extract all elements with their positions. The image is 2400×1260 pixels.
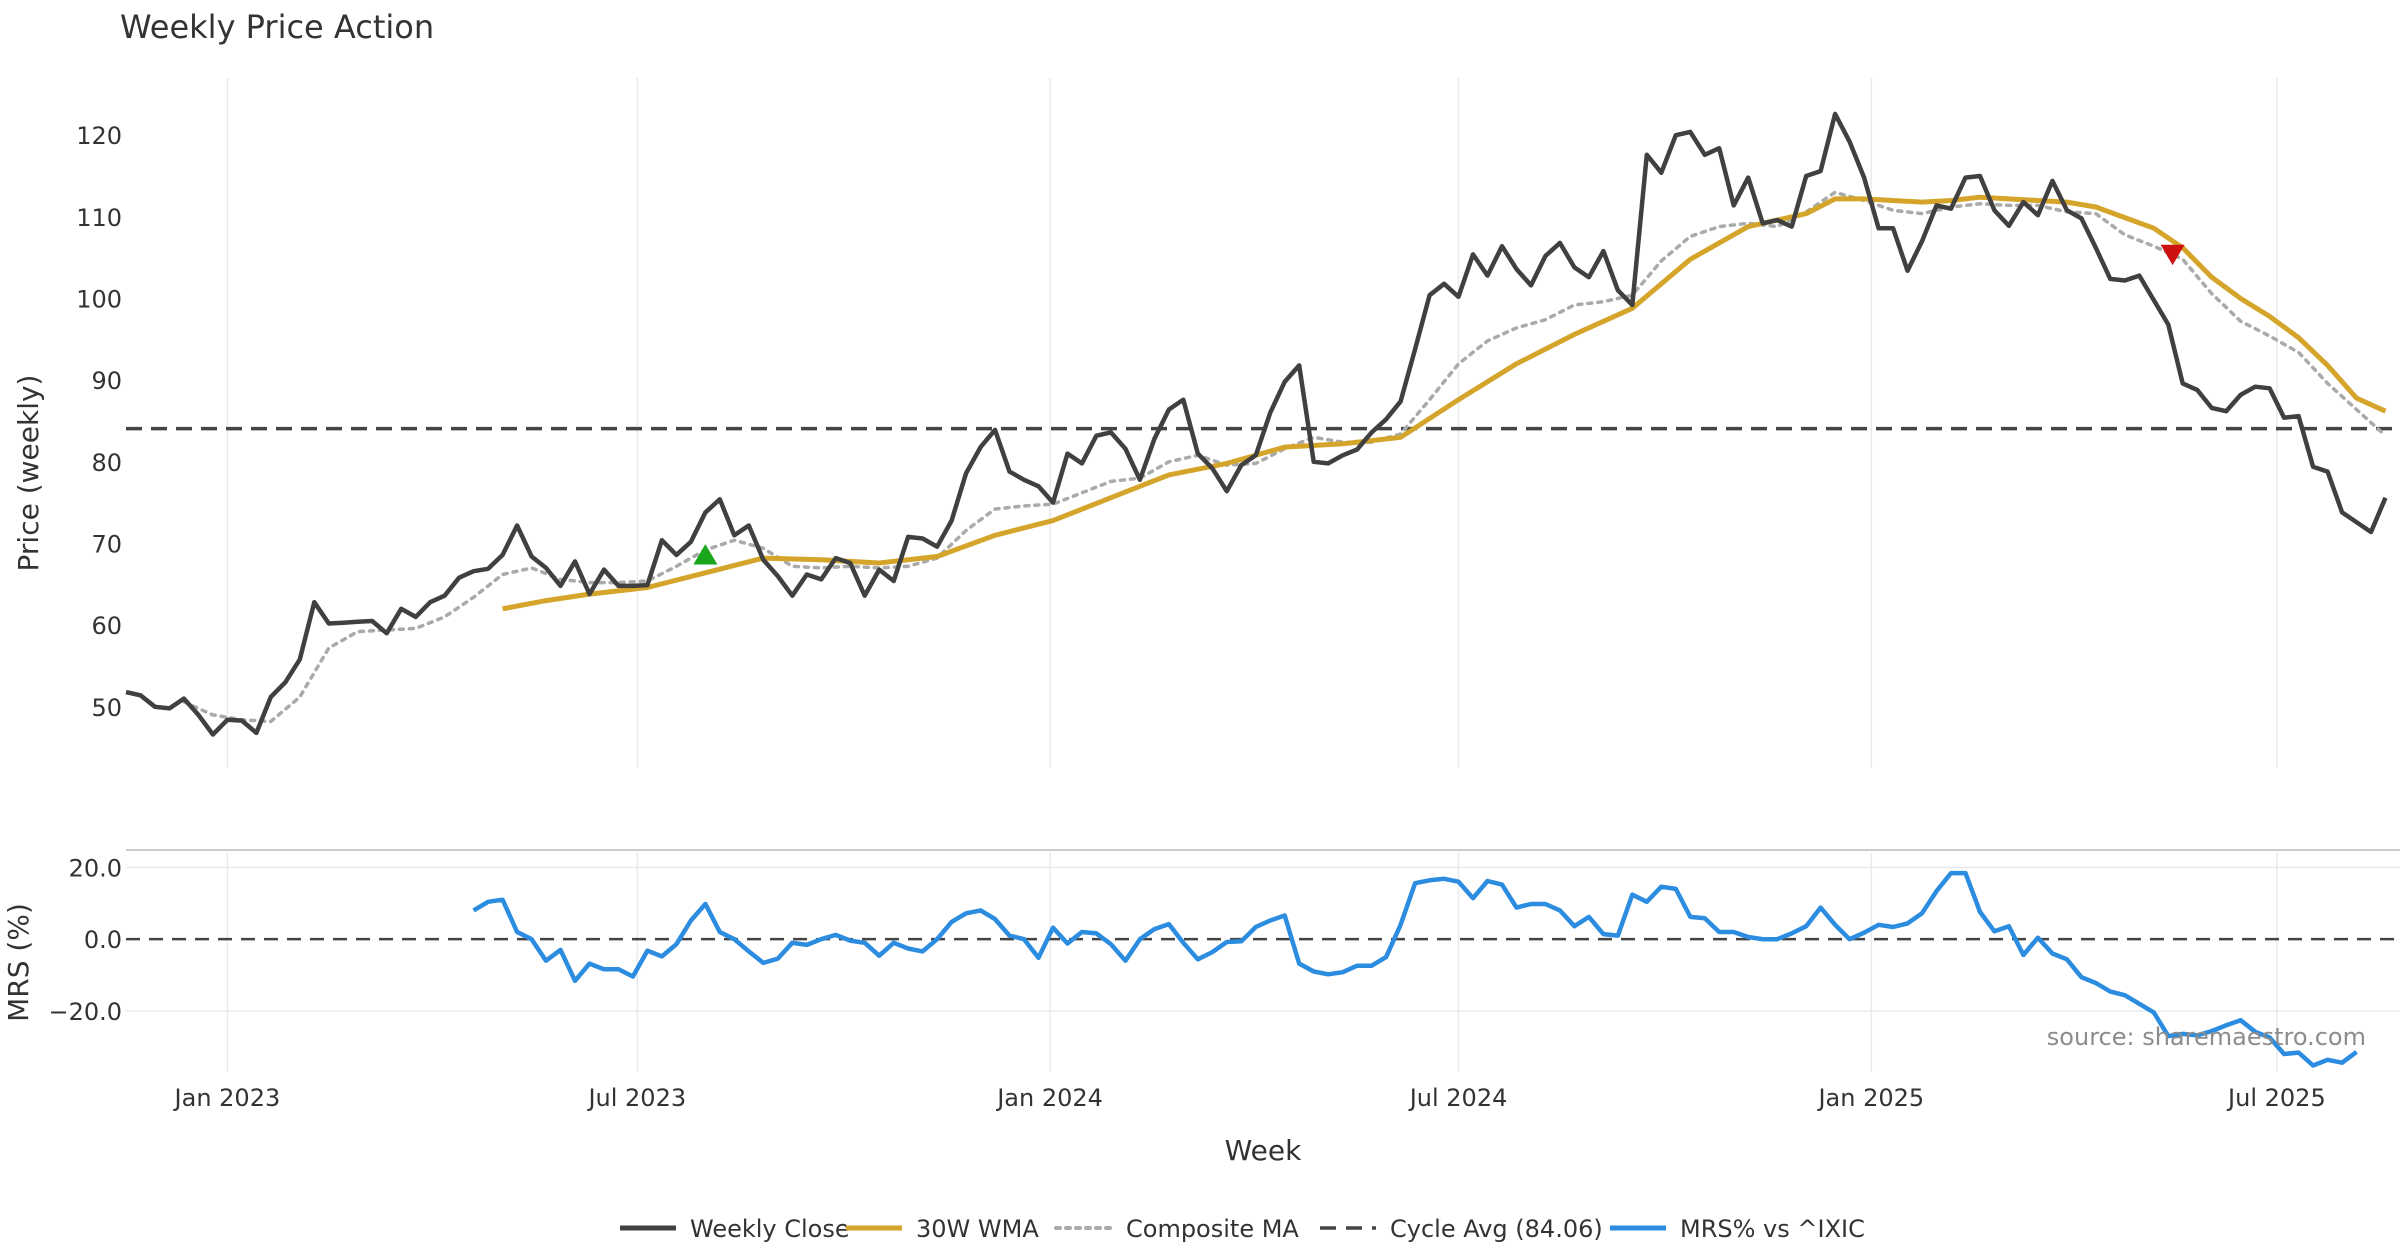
price-y-axis-label: Price (weekly) [12, 375, 45, 572]
price-ytick-label: 80 [91, 449, 122, 477]
mrs-y-axis-label: MRS (%) [2, 903, 35, 1022]
price-ytick-label: 50 [91, 694, 122, 722]
legend-item-composite: Composite MA [1054, 1215, 1299, 1243]
legend-item-close: Weekly Close [620, 1215, 850, 1243]
price-ytick-label: 60 [91, 612, 122, 640]
wma-30w-line [502, 194, 2387, 612]
mrs-ytick-label: 0.0 [84, 926, 122, 954]
price-ytick-label: 90 [91, 367, 122, 395]
legend-label: 30W WMA [916, 1215, 1039, 1243]
legend-item-wma: 30W WMA [846, 1215, 1039, 1243]
chart-title: Weekly Price Action [120, 8, 434, 46]
x-axis: Jan 2023 Jul 2023 Jan 2024 Jul 2024 Jan 2025… [173, 1084, 2326, 1112]
price-ytick-label: 100 [76, 285, 122, 313]
mrs-ytick-label: −20.0 [48, 998, 122, 1026]
legend-item-cycle: Cycle Avg (84.06) [1320, 1215, 1603, 1243]
x-tick-label: Jan 2025 [1816, 1084, 1924, 1112]
legend-label: MRS% vs ^IXIC [1680, 1215, 1865, 1243]
price-ytick-label: 110 [76, 204, 122, 232]
legend: Weekly Close 30W WMA Composite MA Cycle Avg… [620, 1215, 1865, 1243]
mrs-panel: 20.0 0.0 −20.0 MRS (%) [2, 849, 2400, 1072]
price-ytick-label: 120 [76, 122, 122, 150]
legend-label: Composite MA [1126, 1215, 1299, 1243]
weekly-close-line [125, 111, 2388, 737]
composite-ma-line [182, 190, 2388, 724]
sell-signal-marker [2160, 244, 2185, 266]
x-tick-label: Jan 2024 [995, 1084, 1103, 1112]
x-tick-label: Jan 2023 [173, 1084, 281, 1112]
price-panel: 50 60 70 80 90 100 110 120 Price (weekly) [12, 78, 2400, 768]
legend-label: Weekly Close [690, 1215, 850, 1243]
legend-item-mrs: MRS% vs ^IXIC [1610, 1215, 1865, 1243]
mrs-line [472, 870, 2358, 1068]
legend-label: Cycle Avg (84.06) [1390, 1215, 1603, 1243]
x-tick-label: Jul 2025 [2226, 1084, 2326, 1112]
x-tick-label: Jul 2023 [586, 1084, 686, 1112]
mrs-ytick-label: 20.0 [69, 854, 122, 882]
source-note: source: sharemaestro.com [2047, 1023, 2366, 1051]
buy-signal-marker [693, 544, 718, 565]
x-tick-label: Jul 2024 [1408, 1084, 1508, 1112]
price-ytick-label: 70 [91, 530, 122, 558]
x-axis-label: Week [1225, 1134, 1302, 1167]
